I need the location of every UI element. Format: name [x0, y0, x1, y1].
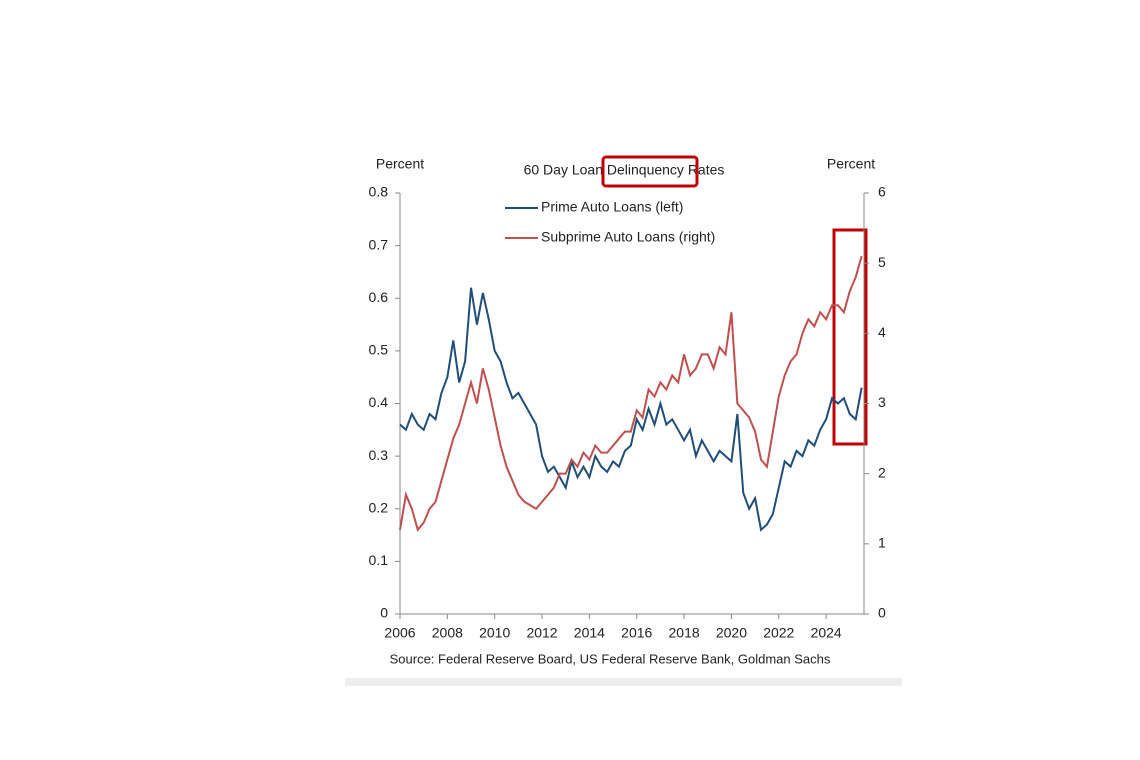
highlight-box — [832, 228, 868, 446]
x-tick-label: 2014 — [574, 625, 605, 641]
y-tick-label: 0.4 — [369, 394, 389, 410]
y-tick-label: 0.5 — [369, 342, 389, 358]
source-note: Source: Federal Reserve Board, US Federa… — [390, 651, 831, 666]
y2-tick-label: 5 — [878, 254, 886, 270]
y-tick-label: 0.7 — [369, 236, 389, 252]
x-tick-label: 2022 — [763, 625, 794, 641]
y-tick-label: 0.2 — [369, 499, 389, 515]
chart-title: 60 Day Loan Delinquency Rates — [524, 162, 725, 178]
x-tick-label: 2016 — [621, 625, 652, 641]
x-tick-label: 2010 — [479, 625, 510, 641]
y-tick-label: 0.1 — [369, 552, 389, 568]
data-line — [399, 255, 863, 532]
x-tick-label: 2018 — [669, 625, 700, 641]
y2-tick-label: 3 — [878, 394, 886, 410]
y2-tick-label: 4 — [878, 324, 886, 340]
data-line — [399, 287, 863, 532]
y-tick-label: 0.6 — [369, 289, 389, 305]
highlight-box — [601, 155, 699, 188]
x-tick-label: 2020 — [716, 625, 747, 641]
y-axis-label: Percent — [376, 156, 424, 172]
legend-label: Subprime Auto Loans (right) — [541, 229, 715, 245]
y-tick-label: 0.8 — [369, 184, 389, 200]
x-tick-label: 2008 — [432, 625, 463, 641]
y2-tick-label: 1 — [878, 535, 886, 551]
x-tick-label: 2012 — [526, 625, 557, 641]
bottom-band — [345, 678, 902, 686]
y2-axis-label: Percent — [827, 156, 875, 172]
x-tick-label: 2006 — [384, 625, 415, 641]
legend-label: Prime Auto Loans (left) — [541, 199, 683, 215]
y-tick-label: 0 — [380, 605, 388, 621]
y-tick-label: 0.3 — [369, 447, 389, 463]
y2-tick-label: 0 — [878, 605, 886, 621]
x-tick-label: 2024 — [811, 625, 842, 641]
y2-tick-label: 2 — [878, 464, 886, 480]
y2-tick-label: 6 — [878, 184, 886, 200]
